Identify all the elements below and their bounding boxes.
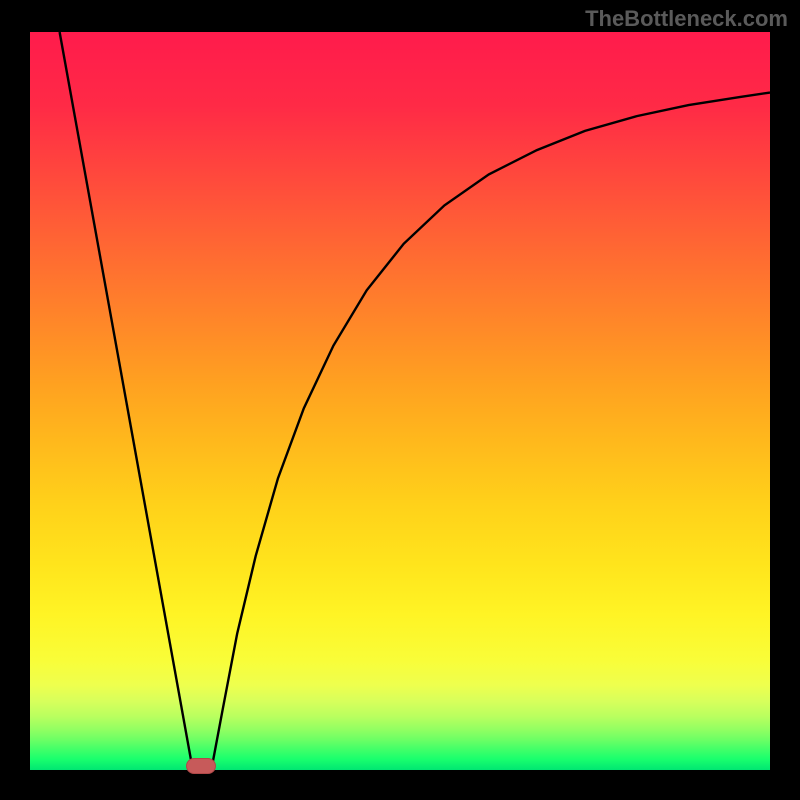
chart-container: { "watermark": { "text": "TheBottleneck.… <box>0 0 800 800</box>
bottleneck-marker <box>186 758 216 774</box>
frame-border-bottom <box>0 770 800 800</box>
gradient-plot-area <box>30 32 770 770</box>
frame-border-right <box>770 0 800 800</box>
watermark-text: TheBottleneck.com <box>585 6 788 32</box>
frame-border-left <box>0 0 30 800</box>
